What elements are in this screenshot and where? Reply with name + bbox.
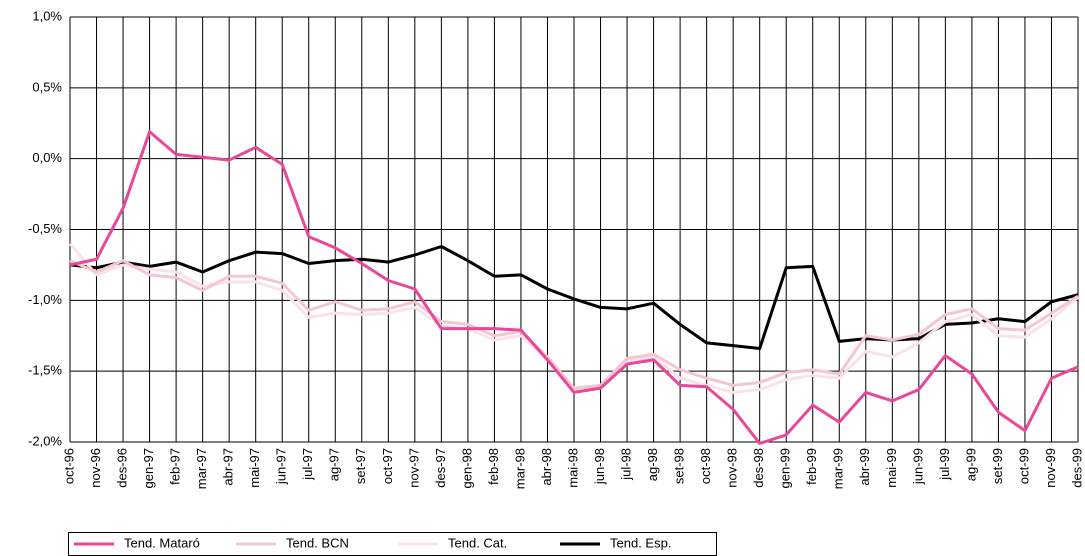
x-tick-label: abr-97 bbox=[221, 448, 236, 486]
x-tick-label: set-98 bbox=[672, 448, 687, 484]
x-tick-label: jun-97 bbox=[274, 448, 289, 485]
x-tick-label: abr-98 bbox=[539, 448, 554, 486]
x-tick-label: mai-97 bbox=[247, 448, 262, 488]
x-tick-label: nov-96 bbox=[88, 448, 103, 488]
x-tick-label: abr-99 bbox=[857, 448, 872, 486]
x-tick-label: feb-99 bbox=[804, 448, 819, 485]
legend-label: Tend. Esp. bbox=[610, 535, 671, 550]
y-tick-label: -1,0% bbox=[28, 292, 62, 307]
x-tick-label: mar-99 bbox=[831, 448, 846, 489]
legend-label: Tend. Mataró bbox=[124, 535, 200, 550]
x-tick-label: jul-98 bbox=[618, 448, 633, 481]
x-tick-label: jun-99 bbox=[910, 448, 925, 485]
x-tick-label: jul-97 bbox=[300, 448, 315, 481]
x-tick-label: ag-97 bbox=[327, 448, 342, 481]
x-tick-label: set-97 bbox=[353, 448, 368, 484]
x-tick-label: oct-96 bbox=[61, 448, 76, 484]
x-tick-label: gen-97 bbox=[141, 448, 156, 488]
y-tick-label: 0,5% bbox=[32, 79, 62, 94]
x-tick-label: ag-98 bbox=[645, 448, 660, 481]
y-tick-label: 0,0% bbox=[32, 150, 62, 165]
x-tick-label: feb-97 bbox=[168, 448, 183, 485]
x-tick-label: des-96 bbox=[114, 448, 129, 488]
x-tick-label: des-99 bbox=[1069, 448, 1084, 488]
x-tick-label: mar-98 bbox=[512, 448, 527, 489]
x-tick-label: mai-98 bbox=[565, 448, 580, 488]
legend-label: Tend. Cat. bbox=[448, 535, 507, 550]
y-tick-label: -0,5% bbox=[28, 221, 62, 236]
x-tick-label: mar-97 bbox=[194, 448, 209, 489]
x-tick-label: jun-98 bbox=[592, 448, 607, 485]
y-tick-label: -2,0% bbox=[28, 433, 62, 448]
x-tick-label: nov-99 bbox=[1043, 448, 1058, 488]
x-tick-label: gen-99 bbox=[778, 448, 793, 488]
x-tick-label: oct-99 bbox=[1016, 448, 1031, 484]
x-tick-label: oct-98 bbox=[698, 448, 713, 484]
y-tick-label: 1,0% bbox=[32, 8, 62, 23]
x-tick-label: gen-98 bbox=[459, 448, 474, 488]
series-line bbox=[69, 130, 1079, 445]
x-tick-label: oct-97 bbox=[380, 448, 395, 484]
y-tick-label: -1,5% bbox=[28, 363, 62, 378]
x-tick-label: nov-98 bbox=[725, 448, 740, 488]
x-tick-label: feb-98 bbox=[486, 448, 501, 485]
series-line bbox=[69, 245, 1079, 350]
x-tick-label: des-98 bbox=[751, 448, 766, 488]
legend-label: Tend. BCN bbox=[286, 535, 349, 550]
x-tick-label: jul-99 bbox=[937, 448, 952, 481]
x-tick-label: set-99 bbox=[990, 448, 1005, 484]
x-tick-label: nov-97 bbox=[406, 448, 421, 488]
x-tick-label: mai-99 bbox=[884, 448, 899, 488]
x-tick-label: ag-99 bbox=[963, 448, 978, 481]
x-tick-label: des-97 bbox=[433, 448, 448, 488]
series-line bbox=[69, 259, 1079, 390]
